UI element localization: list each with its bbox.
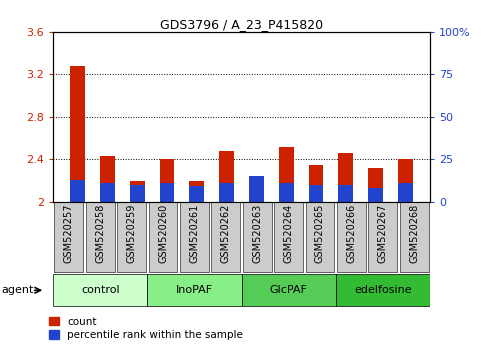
Bar: [274, 202, 303, 272]
Text: GSM520268: GSM520268: [409, 204, 419, 263]
Bar: [400, 202, 428, 272]
Text: GSM520259: GSM520259: [127, 204, 137, 263]
Bar: [189, 187, 204, 202]
Bar: [100, 156, 115, 202]
Bar: [147, 274, 242, 306]
Text: control: control: [81, 285, 119, 295]
Bar: [337, 202, 366, 272]
Bar: [309, 185, 324, 202]
Text: GSM520265: GSM520265: [315, 204, 325, 263]
Bar: [117, 202, 146, 272]
Bar: [130, 181, 145, 202]
Text: edelfosine: edelfosine: [354, 285, 412, 295]
Bar: [86, 202, 114, 272]
Text: agent: agent: [1, 285, 33, 295]
Bar: [159, 183, 174, 202]
Bar: [70, 180, 85, 202]
Text: GSM520267: GSM520267: [378, 204, 388, 263]
Bar: [242, 274, 336, 306]
Bar: [369, 202, 397, 272]
Legend: count, percentile rank within the sample: count, percentile rank within the sample: [49, 317, 243, 340]
Bar: [279, 183, 294, 202]
Text: GSM520266: GSM520266: [346, 204, 356, 263]
Bar: [130, 185, 145, 202]
Text: GSM520261: GSM520261: [189, 204, 199, 263]
Text: GSM520260: GSM520260: [158, 204, 168, 263]
Text: InoPAF: InoPAF: [176, 285, 213, 295]
Bar: [149, 202, 177, 272]
Bar: [70, 66, 85, 202]
Bar: [189, 181, 204, 202]
Bar: [159, 159, 174, 202]
Bar: [249, 184, 264, 202]
Bar: [53, 274, 147, 306]
Bar: [309, 165, 324, 202]
Bar: [368, 168, 383, 202]
Bar: [249, 176, 264, 202]
Text: GSM520262: GSM520262: [221, 204, 231, 263]
Bar: [336, 274, 430, 306]
Bar: [368, 188, 383, 202]
Bar: [306, 202, 334, 272]
Text: GlcPAF: GlcPAF: [270, 285, 308, 295]
Bar: [243, 202, 271, 272]
Bar: [338, 185, 353, 202]
Bar: [398, 159, 413, 202]
Bar: [180, 202, 209, 272]
Bar: [100, 183, 115, 202]
Title: GDS3796 / A_23_P415820: GDS3796 / A_23_P415820: [160, 18, 323, 31]
Bar: [55, 202, 83, 272]
Bar: [279, 147, 294, 202]
Text: GSM520257: GSM520257: [64, 204, 74, 263]
Bar: [398, 183, 413, 202]
Bar: [338, 153, 353, 202]
Bar: [219, 183, 234, 202]
Text: GSM520263: GSM520263: [252, 204, 262, 263]
Bar: [219, 151, 234, 202]
Text: GSM520258: GSM520258: [95, 204, 105, 263]
Bar: [212, 202, 240, 272]
Text: GSM520264: GSM520264: [284, 204, 294, 263]
